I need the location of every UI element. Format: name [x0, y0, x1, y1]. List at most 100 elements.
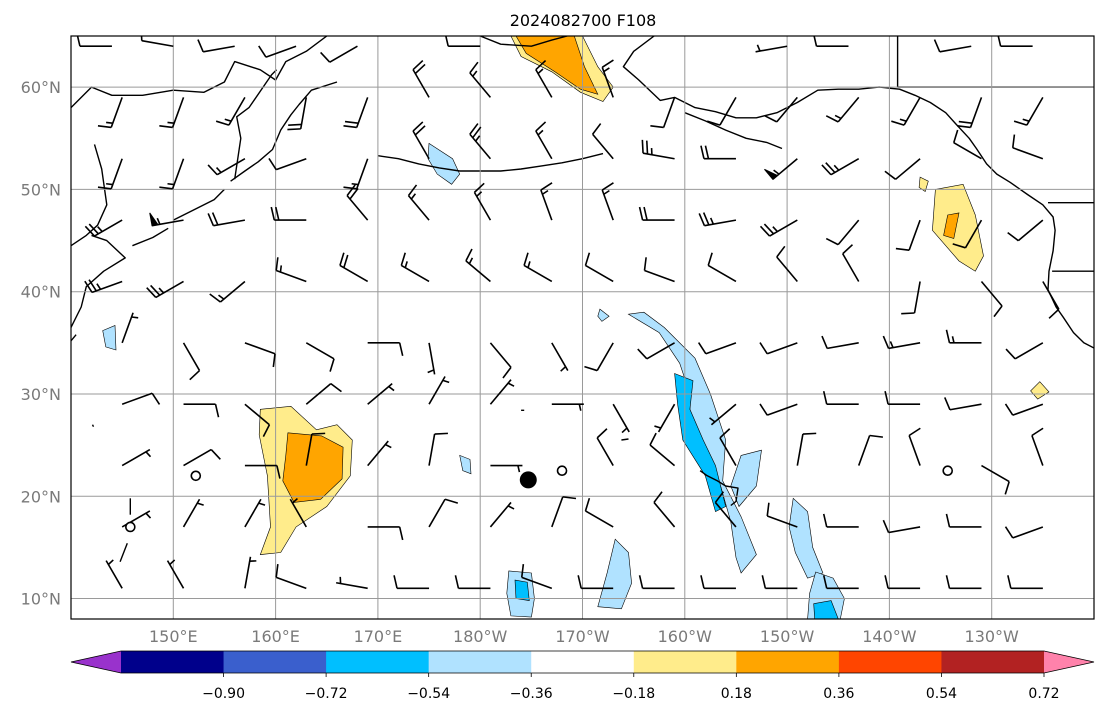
contour-region [459, 454, 472, 475]
wind-barb [700, 145, 736, 160]
contour-region [1030, 381, 1050, 400]
wind-barb [591, 123, 614, 160]
wind-barb [980, 280, 1003, 318]
wind-barb [535, 121, 553, 160]
wind-barb [596, 428, 614, 466]
latitude-labels: 10°N 20°N 30°N 40°N 50°N 60°N [21, 78, 61, 608]
lat-tick-label: 10°N [21, 590, 61, 609]
wind-barb [707, 252, 737, 283]
colorbar-tick-label: 0.54 [926, 686, 957, 702]
wind-barb [697, 342, 737, 355]
lon-tick-label: 130°W [965, 627, 1020, 646]
wind-barb [244, 403, 271, 438]
wind-barb [1011, 134, 1044, 160]
lat-tick-label: 50°N [21, 180, 61, 199]
wind-barb [1007, 575, 1043, 590]
wind-barb [469, 123, 492, 160]
wind-barb [244, 342, 276, 368]
wind-barb [454, 575, 491, 590]
wind-barb [490, 464, 523, 473]
wind-barb [336, 576, 368, 590]
wind-barb [825, 96, 860, 123]
marker-layer [519, 471, 537, 489]
wind-barb [182, 342, 201, 381]
colorbar-extend-high [1044, 651, 1094, 673]
wind-barb [584, 497, 614, 528]
wind-barb [764, 96, 798, 123]
wind-barb [957, 97, 983, 129]
coastline [234, 69, 278, 180]
wind-barb [822, 391, 859, 406]
wind-barb [489, 379, 515, 405]
wind-barb [759, 403, 798, 416]
colorbar-tick-label: −0.54 [407, 686, 450, 702]
wind-barb [343, 97, 369, 129]
wind-barb [489, 501, 515, 528]
wind-barb [305, 342, 335, 372]
wind-barb [825, 219, 860, 246]
wind-barb [997, 36, 1033, 48]
colorbar-outline [70, 650, 1095, 674]
wind-barb [612, 403, 630, 434]
colorbar-segment [326, 651, 430, 673]
wind-barb [933, 39, 972, 53]
wind-barb [140, 36, 174, 48]
colorbar-segment [428, 651, 532, 673]
colorbar-tick-label: −0.36 [510, 686, 553, 702]
coastline [622, 36, 1094, 349]
colorbar-segment [736, 651, 840, 673]
wind-barb [601, 59, 614, 98]
wind-barb [428, 376, 450, 405]
wind-barb [884, 575, 921, 590]
coastline [119, 543, 128, 562]
colorbar-segment [121, 651, 225, 673]
wind-barb [367, 342, 404, 357]
coastline [71, 144, 108, 247]
wind-barb [981, 464, 1010, 495]
wind-barb [813, 36, 849, 48]
wind-barb [84, 279, 123, 294]
wind-barb [759, 342, 798, 355]
wind-barb [884, 158, 921, 180]
wind-barb [287, 97, 308, 131]
wind-barb [244, 556, 257, 589]
island-marker [942, 465, 954, 476]
wind-barb [638, 575, 675, 590]
wind-barb [367, 383, 395, 405]
wind-barb [268, 157, 307, 171]
lat-tick-label: 20°N [21, 487, 61, 506]
wind-barb [641, 139, 675, 160]
wind-barb [197, 39, 235, 53]
wind-barb [367, 440, 392, 467]
wind-barb [1007, 219, 1044, 242]
wind-barb [654, 403, 676, 433]
wind-barb [601, 182, 614, 221]
wind-barb [857, 434, 883, 466]
wind-barb [412, 121, 430, 160]
island-marker [125, 521, 136, 533]
lon-tick-label: 150°W [760, 627, 815, 646]
wind-barb [821, 158, 860, 176]
wind-barb [709, 403, 737, 426]
wind-barb [427, 342, 436, 375]
colorbar-tick-label: −0.18 [612, 686, 655, 702]
wind-barb [884, 391, 921, 406]
wind-barb [1013, 96, 1044, 126]
wind-barb [952, 129, 982, 160]
wind-barb [638, 206, 675, 221]
wind-barb [764, 158, 798, 181]
wind-barb [121, 448, 152, 467]
wind-barb [584, 252, 614, 283]
wind-barb [428, 498, 459, 528]
contour-region [597, 308, 610, 322]
contour-region [102, 325, 117, 351]
wind-barb [945, 329, 982, 344]
wind-barb [895, 219, 921, 251]
wind-barb [945, 513, 982, 528]
wind-barb [343, 158, 369, 190]
wind-barb [535, 59, 553, 98]
wind-barb [821, 335, 859, 350]
coastline [684, 112, 783, 150]
wind-barb [1005, 342, 1044, 360]
